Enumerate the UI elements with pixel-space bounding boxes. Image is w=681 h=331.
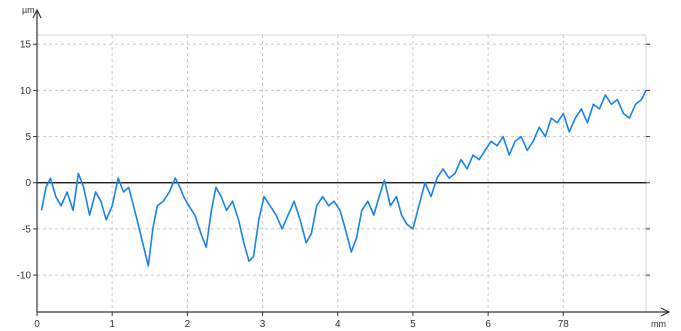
- y-tick-label: 5: [25, 132, 31, 143]
- x-tick-label: 5: [410, 319, 416, 330]
- y-tick-label: -10: [17, 271, 32, 282]
- y-axis-unit-label: µm: [22, 5, 35, 15]
- y-tick-label: -5: [22, 224, 31, 235]
- x-tick-label: 3: [260, 319, 266, 330]
- tick-labels: 0 1 2 3 4 5 6 78 15 10 5 0 -5 -10: [17, 40, 570, 330]
- x-tick-label: 0: [34, 319, 40, 330]
- x-tick-label: 78: [558, 319, 570, 330]
- x-tick-label: 4: [335, 319, 341, 330]
- x-tick-label: 1: [109, 319, 115, 330]
- series-layer: [40, 90, 647, 267]
- plot-area: [36, 34, 647, 313]
- axes: [32, 8, 671, 317]
- y-tick-label: 10: [20, 86, 32, 97]
- x-tick-label: 2: [185, 319, 191, 330]
- x-axis-unit-label: mm: [651, 319, 666, 329]
- grid-lines: [37, 35, 646, 312]
- profile-series-line: [40, 90, 647, 267]
- y-tick-label: 15: [20, 40, 32, 51]
- x-axis-arrow: [660, 307, 671, 317]
- x-tick-label: 6: [485, 319, 491, 330]
- y-tick-label: 0: [25, 178, 31, 189]
- y-axis-arrow: [32, 8, 42, 19]
